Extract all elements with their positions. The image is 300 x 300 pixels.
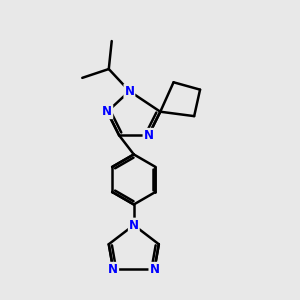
Text: N: N (108, 263, 118, 276)
Text: N: N (129, 219, 139, 232)
Text: N: N (143, 129, 154, 142)
Text: N: N (124, 85, 134, 98)
Text: N: N (102, 105, 112, 118)
Text: N: N (149, 263, 159, 276)
